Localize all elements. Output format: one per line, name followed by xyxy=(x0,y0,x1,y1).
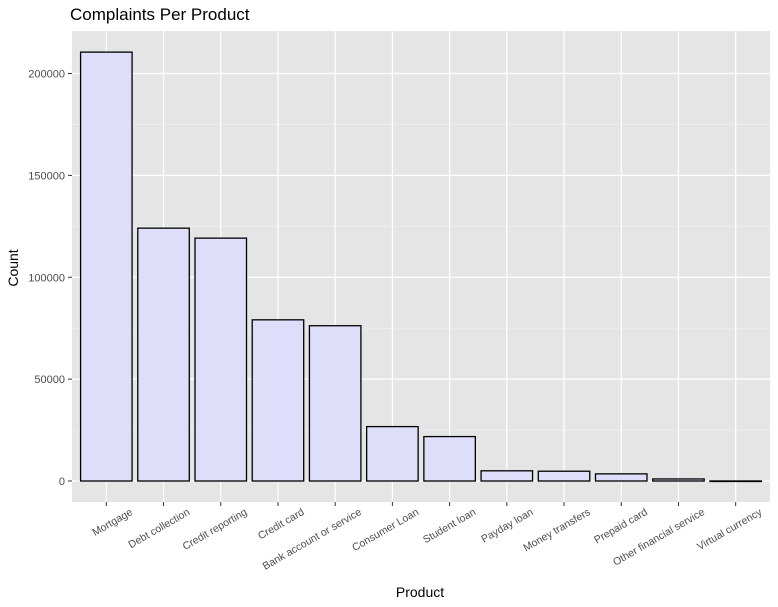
bar xyxy=(709,480,763,483)
y-axis: 0 50000 100000 150000 200000 xyxy=(28,69,72,488)
bar xyxy=(537,470,591,482)
x-tick-label: Bank account or service xyxy=(261,506,364,572)
y-tick-label: 0 xyxy=(59,476,65,488)
chart-title: Complaints Per Product xyxy=(70,5,250,24)
y-tick-label: 150000 xyxy=(28,170,65,182)
y-tick-label: 200000 xyxy=(28,69,65,81)
y-tick-label: 50000 xyxy=(34,374,65,386)
bar xyxy=(423,435,476,482)
bar xyxy=(251,319,305,482)
bar xyxy=(652,478,705,482)
bar xyxy=(137,227,190,482)
bar xyxy=(365,425,419,482)
x-tick-label: Student loan xyxy=(421,506,478,546)
bars xyxy=(79,51,763,483)
bar xyxy=(308,325,362,482)
x-tick-label: Credit reporting xyxy=(181,506,250,553)
bar xyxy=(194,237,248,482)
bar xyxy=(594,473,648,482)
x-tick-label: Other financial service xyxy=(611,506,707,568)
x-axis-title: Product xyxy=(396,584,444,600)
bar xyxy=(79,51,133,482)
x-tick-label: Credit card xyxy=(256,506,307,542)
y-axis-title: Count xyxy=(5,249,21,286)
y-tick-label: 100000 xyxy=(28,272,65,284)
bar xyxy=(480,470,534,482)
x-tick-label: Mortgage xyxy=(90,506,135,539)
x-tick-label: Virtual currency xyxy=(695,506,765,553)
